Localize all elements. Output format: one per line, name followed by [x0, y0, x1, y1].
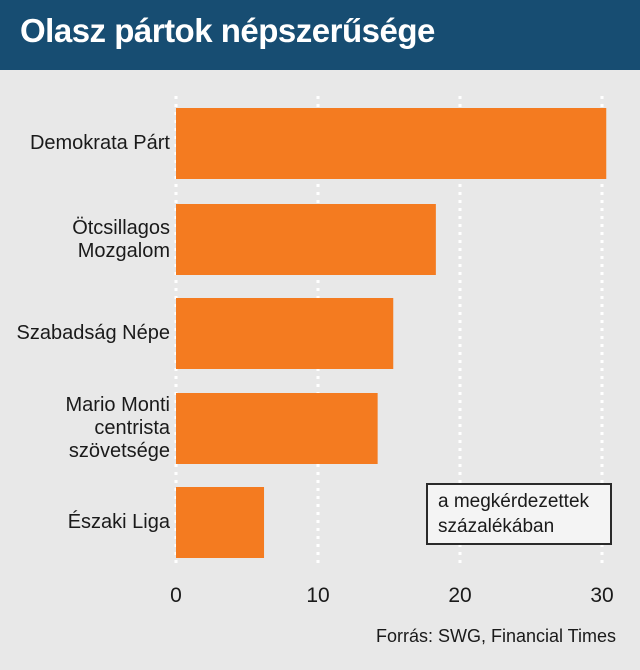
- x-tick-label: 10: [306, 584, 329, 607]
- category-label: Demokrata Párt: [29, 132, 170, 154]
- category-label: Szabadság Népe: [16, 322, 170, 344]
- category-label: Ötcsillagos Mozgalom: [72, 216, 170, 262]
- x-tick-label: 0: [170, 584, 182, 607]
- unit-note-box: a megkérdezettek százalékában: [426, 483, 612, 545]
- unit-note-text: a megkérdezettek százalékában: [438, 491, 590, 537]
- source-note: Forrás: SWG, Financial Times: [375, 626, 616, 646]
- bar: [176, 298, 394, 369]
- category-label: Mario Monti centrista szövetsége: [65, 394, 170, 462]
- bar: [176, 204, 436, 275]
- x-tick-label: 30: [590, 584, 613, 607]
- chart-header: Olasz pártok népszerűsége: [0, 0, 640, 70]
- bar: [176, 393, 378, 464]
- x-tick-label: 20: [448, 584, 471, 607]
- bar: [176, 108, 607, 179]
- bar: [176, 487, 265, 558]
- category-label: Északi Liga: [67, 511, 170, 533]
- chart-title: Olasz pártok népszerűsége: [20, 12, 435, 49]
